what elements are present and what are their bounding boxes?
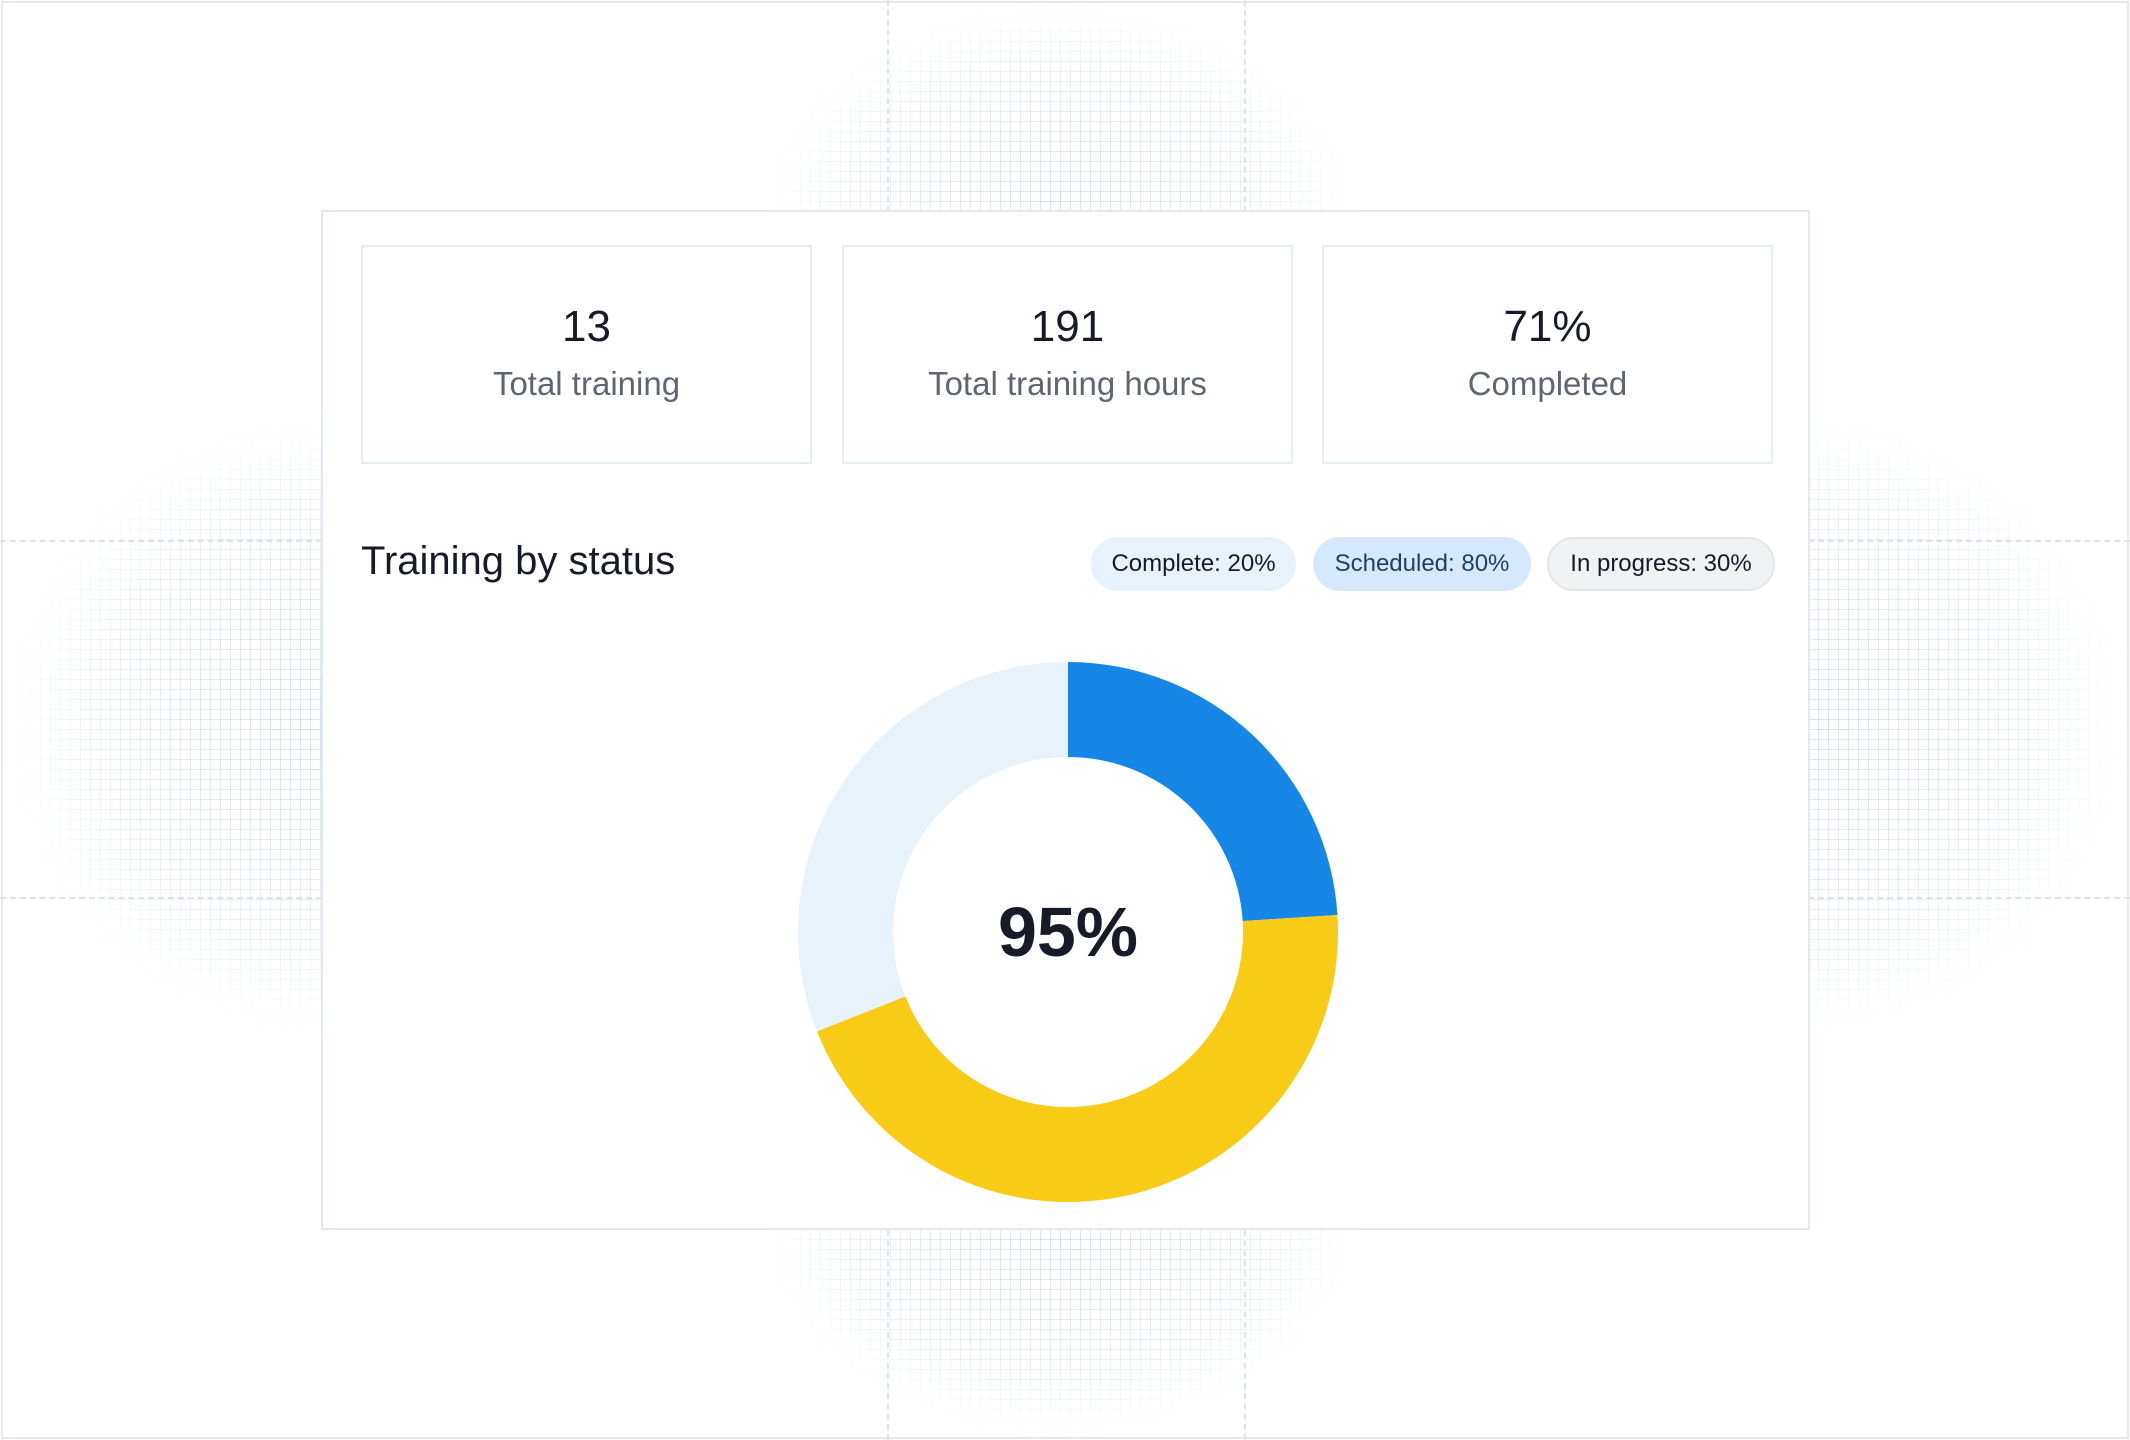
donut-center-value: 95% [997,893,1139,971]
guide-line [1244,1230,1246,1440]
guide-line [1808,897,2130,899]
stat-label: Total training hours [928,365,1207,402]
stat-card-completed: 71% Completed [1322,245,1773,464]
donut-slice-3 [798,662,1068,1032]
guide-line [1244,0,1246,212]
guide-line [887,1230,889,1440]
stat-label: Total training [492,365,681,402]
guide-line [1808,540,2130,542]
stat-label: Completed [1467,365,1628,402]
legend-pill-in-progress: In progress: 30% [1547,537,1775,591]
stat-value: 71% [1503,302,1592,351]
donut-slice-2 [816,915,1338,1202]
stat-card-total-hours: 191 Total training hours [842,245,1293,464]
guide-line [0,540,322,542]
stat-value: 13 [562,302,611,351]
donut-slice-1 [1068,662,1338,922]
donut-chart: 95% [798,662,1338,1202]
donut-chart-svg [798,662,1338,1202]
stat-value: 191 [1030,302,1105,351]
guide-line [0,897,322,899]
guide-line [887,0,889,212]
legend-pill-scheduled: Scheduled: 80% [1313,537,1531,591]
legend-pill-complete: Complete: 20% [1091,537,1296,591]
section-title: Training by status [361,539,676,583]
stat-card-total-training: 13 Total training [361,245,812,464]
training-dashboard-card: 13 Total training 191 Total training hou… [321,210,1810,1230]
